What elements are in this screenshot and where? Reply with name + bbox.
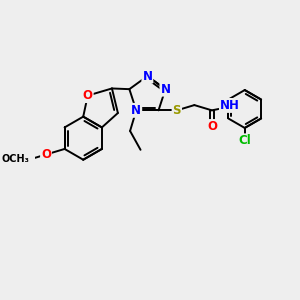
Text: O: O — [83, 89, 93, 102]
Text: OCH₃: OCH₃ — [2, 154, 29, 164]
Text: N: N — [142, 70, 152, 83]
Text: O: O — [41, 148, 51, 161]
Text: S: S — [172, 104, 181, 117]
Text: NH: NH — [220, 99, 240, 112]
Text: N: N — [160, 83, 170, 96]
Text: Cl: Cl — [238, 134, 251, 147]
Text: O: O — [207, 120, 217, 133]
Text: N: N — [131, 104, 141, 117]
